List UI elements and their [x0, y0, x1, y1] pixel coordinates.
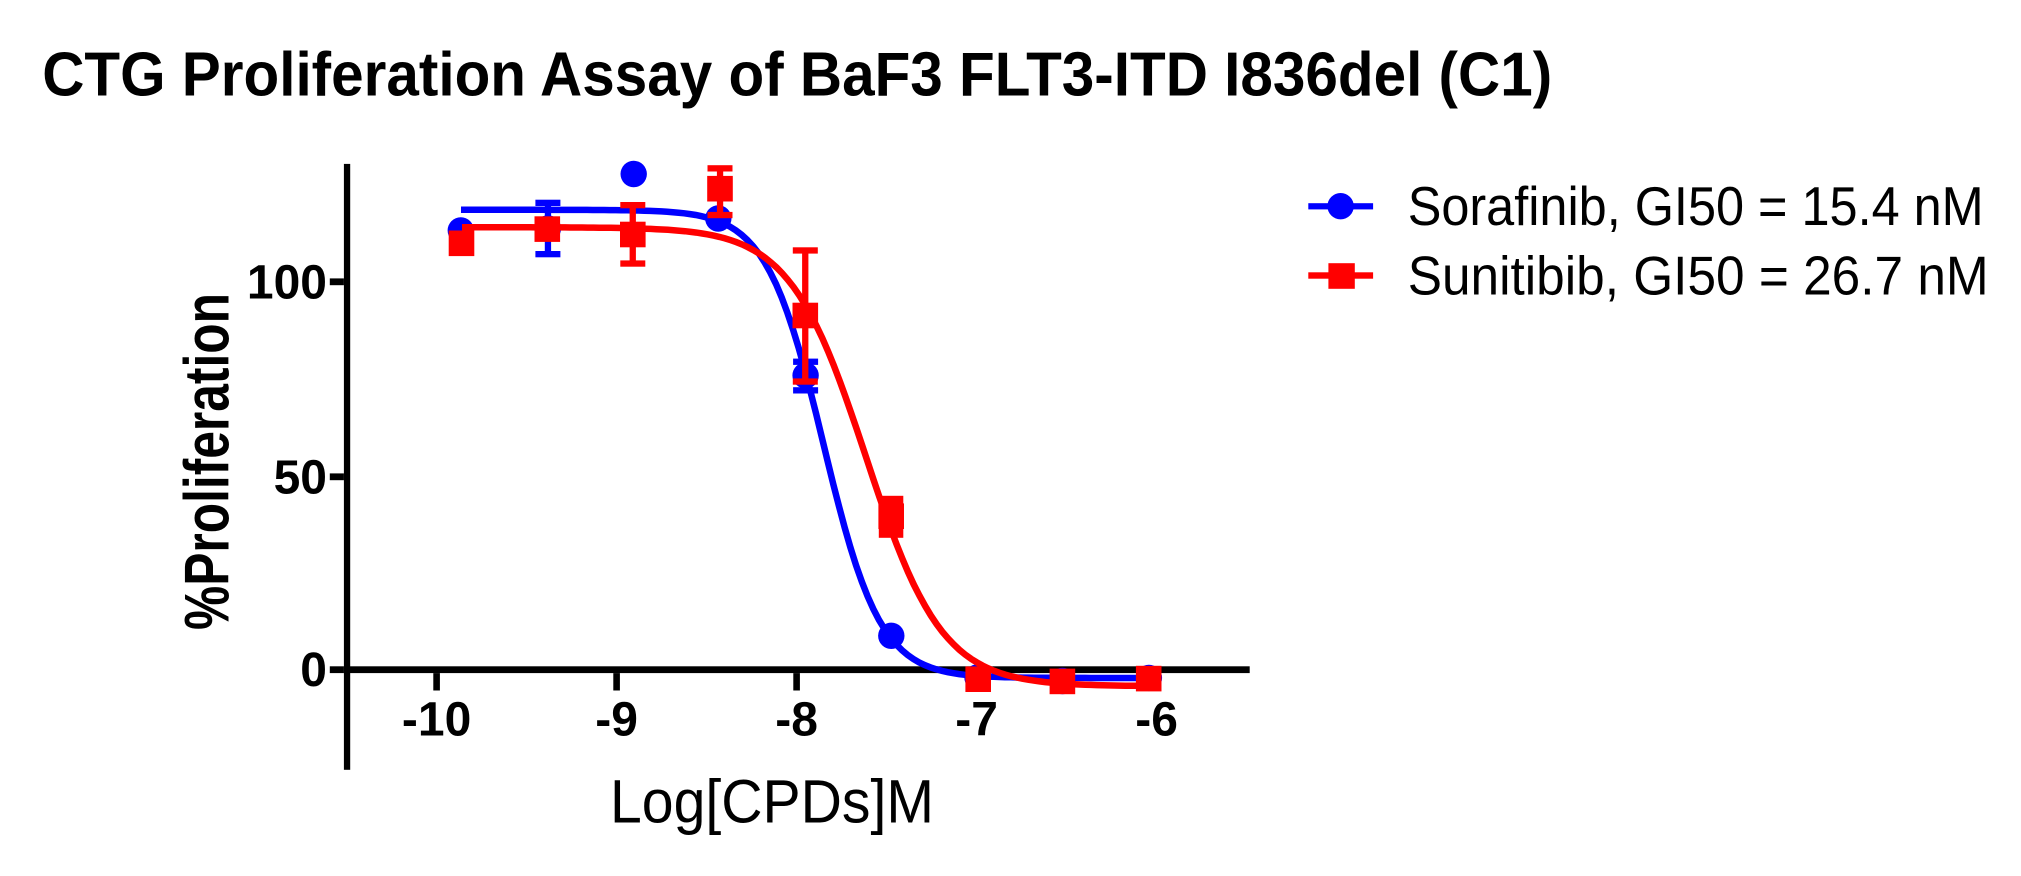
svg-text:Sunitibib, GI50 = 26.7 nM: Sunitibib, GI50 = 26.7 nM [1408, 245, 1989, 307]
svg-text:-9: -9 [595, 694, 638, 747]
svg-text:50: 50 [274, 451, 327, 504]
svg-text:0: 0 [300, 644, 327, 697]
svg-text:-8: -8 [775, 694, 818, 747]
svg-text:Log[CPDs]M: Log[CPDs]M [610, 767, 934, 835]
svg-text:100: 100 [247, 256, 327, 309]
svg-text:%Proliferation: %Proliferation [173, 293, 243, 630]
svg-text:-7: -7 [955, 694, 998, 747]
svg-text:Sorafinib, GI50 = 15.4 nM: Sorafinib, GI50 = 15.4 nM [1408, 175, 1984, 237]
svg-text:CTG Proliferation Assay of BaF: CTG Proliferation Assay of BaF3 FLT3-ITD… [42, 41, 1552, 110]
svg-text:-6: -6 [1135, 694, 1178, 747]
svg-text:-10: -10 [402, 694, 471, 747]
